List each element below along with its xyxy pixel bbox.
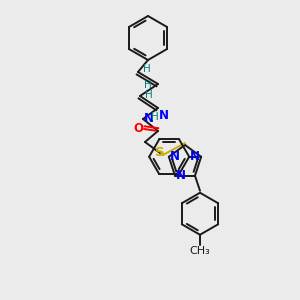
Text: N: N (170, 150, 180, 163)
Text: H: H (143, 64, 151, 74)
Text: H: H (151, 112, 159, 122)
Text: S: S (155, 146, 165, 160)
Text: H: H (145, 90, 153, 100)
Text: O: O (133, 122, 143, 136)
Text: H: H (144, 80, 152, 90)
Text: CH₃: CH₃ (190, 246, 210, 256)
Text: N: N (190, 150, 200, 163)
Text: N: N (144, 112, 154, 125)
Text: N: N (159, 109, 169, 122)
Text: N: N (176, 169, 186, 182)
